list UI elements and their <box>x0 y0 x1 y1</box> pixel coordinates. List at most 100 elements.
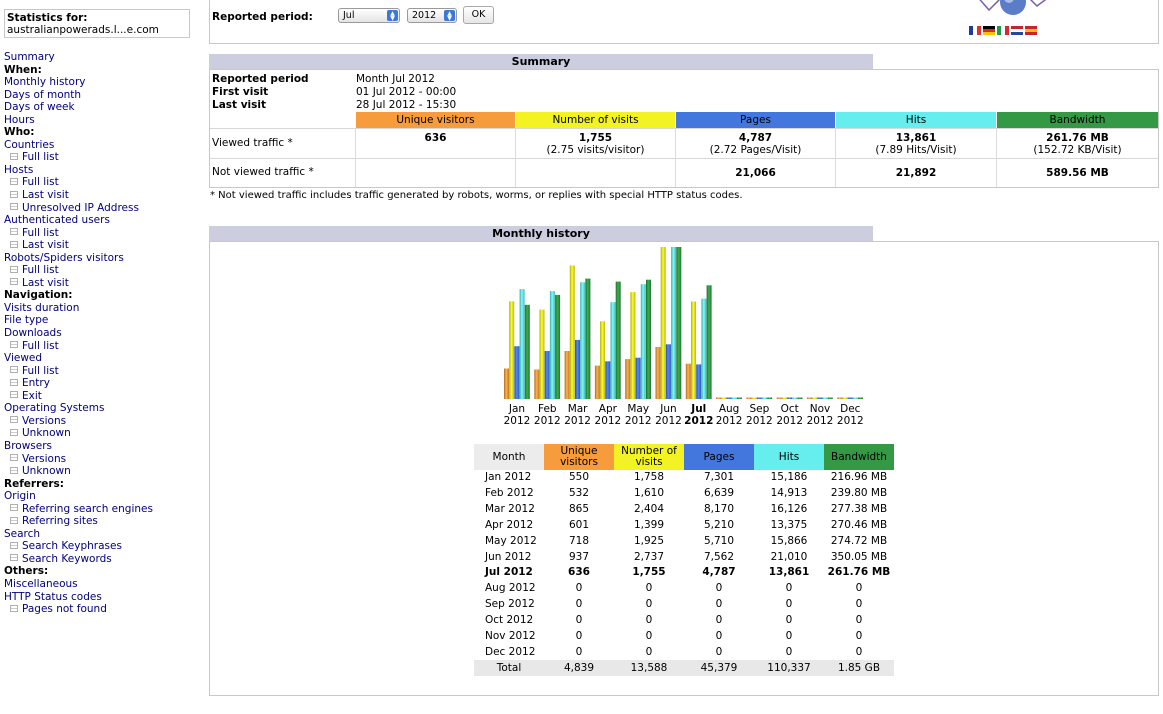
chart-label-jun: Jun 2012 <box>654 403 684 427</box>
ok-button[interactable]: OK <box>463 6 494 24</box>
table-cell: 4,787 <box>702 566 736 579</box>
table-cell: 277.38 MB <box>830 503 888 516</box>
menu-item-monthly-history[interactable]: Monthly history <box>4 76 86 89</box>
year-select[interactable]: 2012 ▲ ▼ <box>407 8 457 23</box>
table-cell: 0 <box>855 629 863 642</box>
flag-es-icon[interactable] <box>1025 26 1037 35</box>
table-cell: 0 <box>855 614 863 627</box>
month-select[interactable]: Jul ▲ ▼ <box>338 8 400 23</box>
chart-label-jan: Jan 2012 <box>502 403 532 427</box>
menu-subitem-label: Referring search engines <box>22 502 153 515</box>
menu-item-hosts[interactable]: Hosts <box>4 163 34 176</box>
viewed-number-of-visits-ratio: (2.75 visits/visitor) <box>546 144 645 156</box>
menu-subitem-last-visit[interactable]: Last visit <box>4 277 204 290</box>
not-viewed-pages: 21,066 <box>676 167 835 179</box>
menu-subitem-label: Full list <box>22 364 59 377</box>
menu-subitem-unresolved-ip-address[interactable]: Unresolved IP Address <box>4 202 204 215</box>
table-header-number-of-visits: Number of visits <box>614 444 684 470</box>
table-row: Jul 2012 636 1,755 4,787 13,861 261.76 MB <box>474 565 894 581</box>
menu-subitem-label: Full list <box>22 264 59 277</box>
table-cell: 1,925 <box>633 534 665 547</box>
menu-subitem-unknown[interactable]: Unknown <box>4 427 204 440</box>
menu-subitem-pages-not-found[interactable]: Pages not found <box>4 603 204 616</box>
menu-item-http-status-codes[interactable]: HTTP Status codes <box>4 590 102 603</box>
bar-unique-visitors-sep <box>746 397 752 399</box>
menu-item-robots-spiders-visitors[interactable]: Robots/Spiders visitors <box>4 251 124 264</box>
menu-subitem-versions[interactable]: Versions <box>4 453 204 466</box>
submenu-icon <box>10 541 18 549</box>
menu-item-summary[interactable]: Summary <box>4 51 55 63</box>
submenu-icon <box>10 391 18 399</box>
select-arrows-icon: ▲ ▼ <box>444 10 455 22</box>
chart-label-year: 2012 <box>776 415 804 427</box>
bar-hits-sep <box>762 397 767 399</box>
menu-subitem-label: Versions <box>22 414 67 427</box>
bar-hits-dec <box>852 397 858 399</box>
submenu-icon <box>10 190 18 198</box>
bar-number-of-visits-dec <box>842 397 848 399</box>
summary-header: Summary <box>209 54 873 69</box>
table-header-unique-visitors: Unique visitors <box>544 444 614 470</box>
bar-pages-aug <box>726 397 732 399</box>
menu-item-countries[interactable]: Countries <box>4 138 55 151</box>
menu-subitem-search-keyphrases[interactable]: Search Keyphrases <box>4 540 204 553</box>
menu-subitem-full-list[interactable]: Full list <box>4 176 204 189</box>
menu-subitem-last-visit[interactable]: Last visit <box>4 189 204 202</box>
monthly-history-panel <box>209 241 1159 696</box>
menu-heading-navigation: Navigation: <box>4 289 73 302</box>
menu-item-visits-duration[interactable]: Visits duration <box>4 301 80 314</box>
menu-item-search[interactable]: Search <box>4 527 41 540</box>
menu-subitem-referring-search-engines[interactable]: Referring search engines <box>4 503 204 516</box>
table-cell: 5,710 <box>703 534 735 547</box>
menu-subitem-full-list[interactable]: Full list <box>4 264 204 277</box>
menu-subitem-versions[interactable]: Versions <box>4 415 204 428</box>
bar-hits-aug <box>731 397 737 399</box>
flag-de-icon[interactable] <box>983 26 995 35</box>
menu-subitem-full-list[interactable]: Full list <box>4 227 204 240</box>
viewed-bandwidth-ratio: (152.72 KB/Visit) <box>1033 144 1122 156</box>
chart-label-sep: Sep 2012 <box>744 403 774 427</box>
bar-hits-nov <box>822 397 828 399</box>
menu-item-operating-systems[interactable]: Operating Systems <box>4 402 105 415</box>
menu-subitem-unknown[interactable]: Unknown <box>4 465 204 478</box>
table-cell: 1,758 <box>633 471 665 484</box>
menu-item-viewed[interactable]: Viewed <box>4 352 43 365</box>
flag-it-icon[interactable] <box>997 26 1009 35</box>
menu-subitem-full-list[interactable]: Full list <box>4 340 204 353</box>
viewed-hits-ratio: (7.89 Hits/Visit) <box>875 144 957 156</box>
menu-item-days-of-week[interactable]: Days of week <box>4 101 75 114</box>
menu-subitem-referring-sites[interactable]: Referring sites <box>4 515 204 528</box>
menu-item-origin[interactable]: Origin <box>4 490 36 503</box>
table-cell: 0 <box>575 582 583 595</box>
flag-fr-icon[interactable] <box>969 26 981 35</box>
menu-subitem-entry[interactable]: Entry <box>4 377 204 390</box>
menu-subitem-exit[interactable]: Exit <box>4 390 204 403</box>
menu-item-days-of-month[interactable]: Days of month <box>4 88 82 101</box>
table-cell: 15,866 <box>770 534 808 547</box>
menu-item-miscellaneous[interactable]: Miscellaneous <box>4 577 78 590</box>
table-cell: 8,170 <box>703 503 735 516</box>
bar-number-of-visits-mar <box>569 265 575 399</box>
menu-subitem-search-keywords[interactable]: Search Keywords <box>4 553 204 566</box>
menu-item-file-type[interactable]: File type <box>4 314 49 327</box>
menu-item-authenticated-users[interactable]: Authenticated users <box>4 214 110 227</box>
table-row: Nov 2012 0 0 0 0 0 <box>474 628 894 644</box>
menu-subitem-label: Search Keywords <box>22 552 112 565</box>
bar-unique-visitors-jul <box>685 363 691 399</box>
flag-nl-icon[interactable] <box>1011 26 1023 35</box>
bar-hits-jan <box>519 289 525 399</box>
menu-subitem-full-list[interactable]: Full list <box>4 365 204 378</box>
bar-pages-dec <box>847 397 853 399</box>
col-divider <box>515 128 516 187</box>
submenu-icon <box>10 454 18 461</box>
bar-number-of-visits-jun <box>660 247 666 399</box>
bar-unique-visitors-nov <box>807 397 812 399</box>
table-cell: 0 <box>645 629 653 642</box>
menu-item-browsers[interactable]: Browsers <box>4 439 53 452</box>
stats-for-label: Statistics for: <box>7 12 88 24</box>
menu-subitem-last-visit[interactable]: Last visit <box>4 239 204 252</box>
menu-item-hours[interactable]: Hours <box>4 113 35 126</box>
menu-item-downloads[interactable]: Downloads <box>4 327 62 340</box>
menu-subitem-full-list[interactable]: Full list <box>4 151 204 164</box>
table-cell: 0 <box>575 598 583 611</box>
